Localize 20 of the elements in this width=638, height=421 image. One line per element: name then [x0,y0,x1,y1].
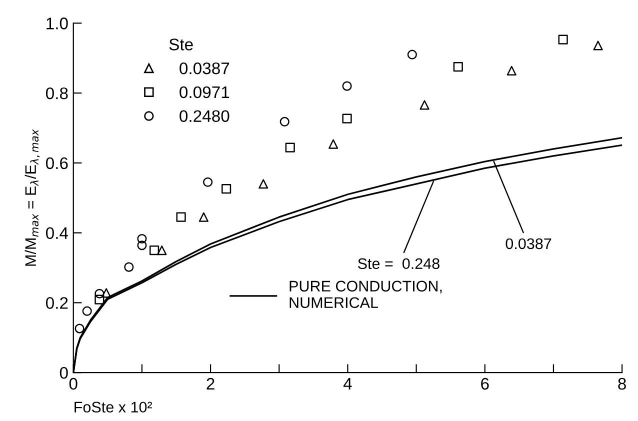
y-tick-label: 0.6 [46,157,68,170]
x-axis-title: FoSte x 10² [74,402,152,413]
x-tick-label: 4 [343,378,352,390]
x-tick-label: 6 [481,378,489,390]
y-tick-label: 1.0 [46,18,68,30]
y-tick-label: 0.8 [46,87,68,100]
annotation: Ste = 0.248 [358,258,440,270]
x-tick-label: 0 [69,378,78,390]
legend-title: Ste [169,38,193,50]
annotation: 0.0387 [506,238,552,250]
legend-label: 0.0971 [180,86,230,98]
y-axis-title: M/M$_{max}$ = E$_{λ}$/E$_{λ,max}$ [24,129,40,266]
y-tick-label: 0 [60,366,68,379]
legend-label: PURE CONDUCTION, NUMERICAL [290,280,442,308]
legend-label: 0.2480 [180,110,230,122]
x-tick-label: 2 [206,378,214,390]
legend-label: 0.0387 [180,62,230,74]
y-tick-label: 0.4 [46,227,68,240]
y-tick-label: 0.2 [46,297,68,309]
x-tick-label: 8 [618,378,626,390]
